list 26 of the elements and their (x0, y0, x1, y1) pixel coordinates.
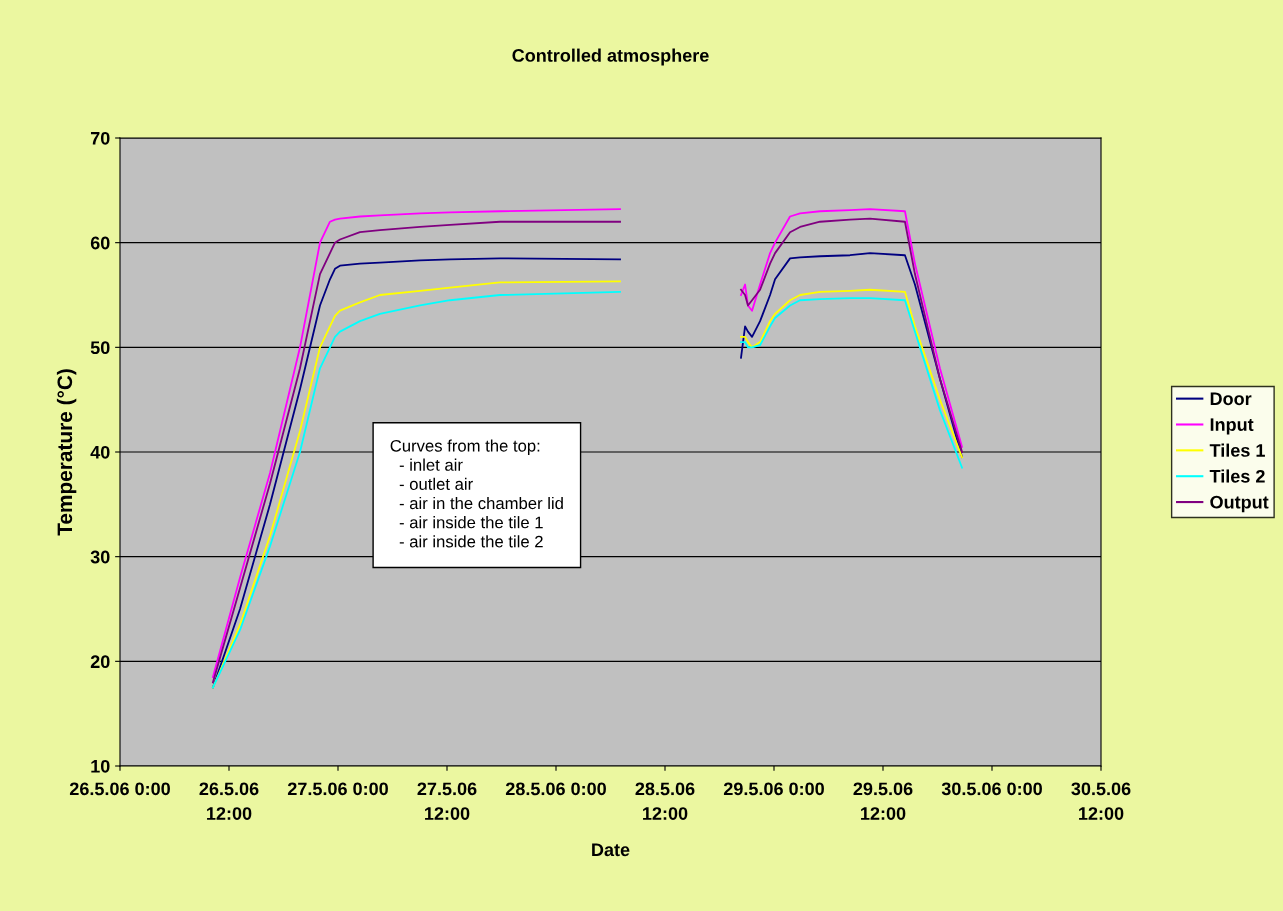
x-tick-label: 27.5.06 12:00 (417, 782, 477, 820)
y-axis-title: Temperature (°C) (56, 369, 77, 536)
x-tick-label: 28.5.06 0:00 (505, 782, 606, 796)
y-tick-label: 10 (91, 759, 110, 773)
annotation: Curves from the top: - inlet air - outlet air - air in the chamber lid - air inside the tile 1 - air inside the tile 2 (390, 439, 563, 548)
legend-label: Output (1210, 495, 1269, 513)
x-tick-label: 29.5.06 12:00 (853, 782, 913, 820)
x-tick-label: 30.5.06 12:00 (1071, 782, 1131, 820)
y-tick-label: 60 (90, 236, 110, 250)
x-tick-label: 26.5.06 0:00 (69, 782, 170, 796)
x-tick-label: 29.5.06 0:00 (723, 782, 824, 796)
y-tick-label: 70 (90, 131, 110, 145)
x-axis-title: Date (592, 843, 630, 857)
legend-label: Door (1210, 392, 1252, 406)
legend-label: Tiles 2 (1209, 469, 1265, 483)
x-tick-label: 28.5.06 12:00 (635, 782, 695, 820)
y-tick-label: 30 (90, 550, 110, 564)
y-tick-label: 20 (90, 655, 110, 669)
x-tick-label: 30.5.06 0:00 (941, 782, 1042, 796)
x-tick-label: 27.5.06 0:00 (287, 782, 388, 796)
legend-label: Tiles 1 (1209, 443, 1265, 457)
y-tick-label: 50 (90, 341, 110, 355)
x-tick-label: 26.5.06 12:00 (199, 782, 259, 820)
y-tick-label: 40 (90, 445, 110, 459)
chart-title: Controlled atmosphere (512, 48, 709, 66)
legend-label: Input (1210, 418, 1254, 435)
